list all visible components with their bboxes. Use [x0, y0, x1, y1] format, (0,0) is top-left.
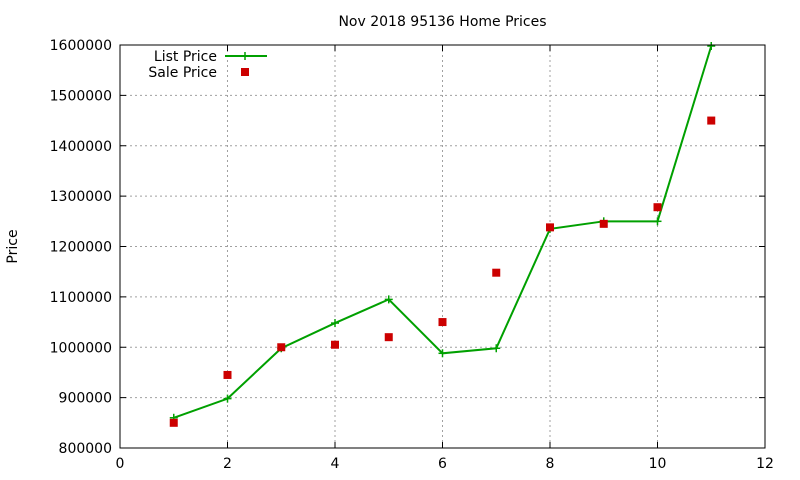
sale-price-point	[169, 418, 178, 427]
sale-price-point	[707, 116, 716, 125]
legend-label: Sale Price	[148, 65, 217, 81]
x-tick-label: 0	[116, 456, 125, 472]
sale-price-point	[384, 333, 393, 342]
x-tick-label: 10	[649, 456, 667, 472]
y-tick-label: 1200000	[50, 240, 112, 256]
sale-price-point	[653, 203, 662, 212]
y-tick-label: 1300000	[50, 189, 112, 205]
sale-price-point	[438, 318, 447, 327]
list-price-point	[331, 319, 339, 328]
grid-layer	[120, 45, 765, 448]
legend-square-marker	[241, 68, 249, 76]
list-price-point	[653, 217, 662, 226]
y-tick-label: 1400000	[50, 139, 112, 155]
x-tick-label: 4	[331, 456, 340, 472]
series-1	[169, 116, 716, 427]
series-layer	[169, 42, 716, 427]
y-tick-label: 1100000	[50, 290, 112, 306]
plot-frame	[119, 44, 766, 449]
x-tick-label: 2	[223, 456, 232, 472]
sale-price-point	[223, 370, 232, 379]
y-axis-label: Price	[5, 229, 21, 263]
list-price-point	[707, 42, 716, 51]
x-tick-label: 6	[438, 456, 447, 472]
y-tick-label: 1500000	[50, 88, 112, 104]
list-price-point	[438, 349, 447, 358]
sale-price-point	[546, 223, 554, 232]
chart-title: Nov 2018 95136 Home Prices	[338, 14, 546, 30]
list-price-point	[384, 295, 393, 304]
sale-price-point	[599, 219, 608, 228]
list-price-point	[223, 394, 232, 403]
sale-price-point	[492, 268, 501, 277]
axis-layer: 0 2 4 6 8 10 12 800000 900000 1000000 1100000 12000…	[50, 38, 774, 472]
y-tick-label: 1000000	[50, 340, 112, 356]
sale-price-point	[331, 340, 339, 349]
sale-price-point	[277, 343, 286, 352]
y-tick-label: 1600000	[50, 38, 112, 54]
legend-plus-marker	[241, 52, 249, 60]
x-tick-label: 8	[546, 456, 555, 472]
legend-label: List Price	[154, 49, 217, 65]
x-tick-label: 12	[756, 456, 774, 472]
y-tick-label: 900000	[59, 391, 112, 407]
y-tick-label: 800000	[59, 441, 112, 457]
list-price-point	[492, 344, 501, 353]
